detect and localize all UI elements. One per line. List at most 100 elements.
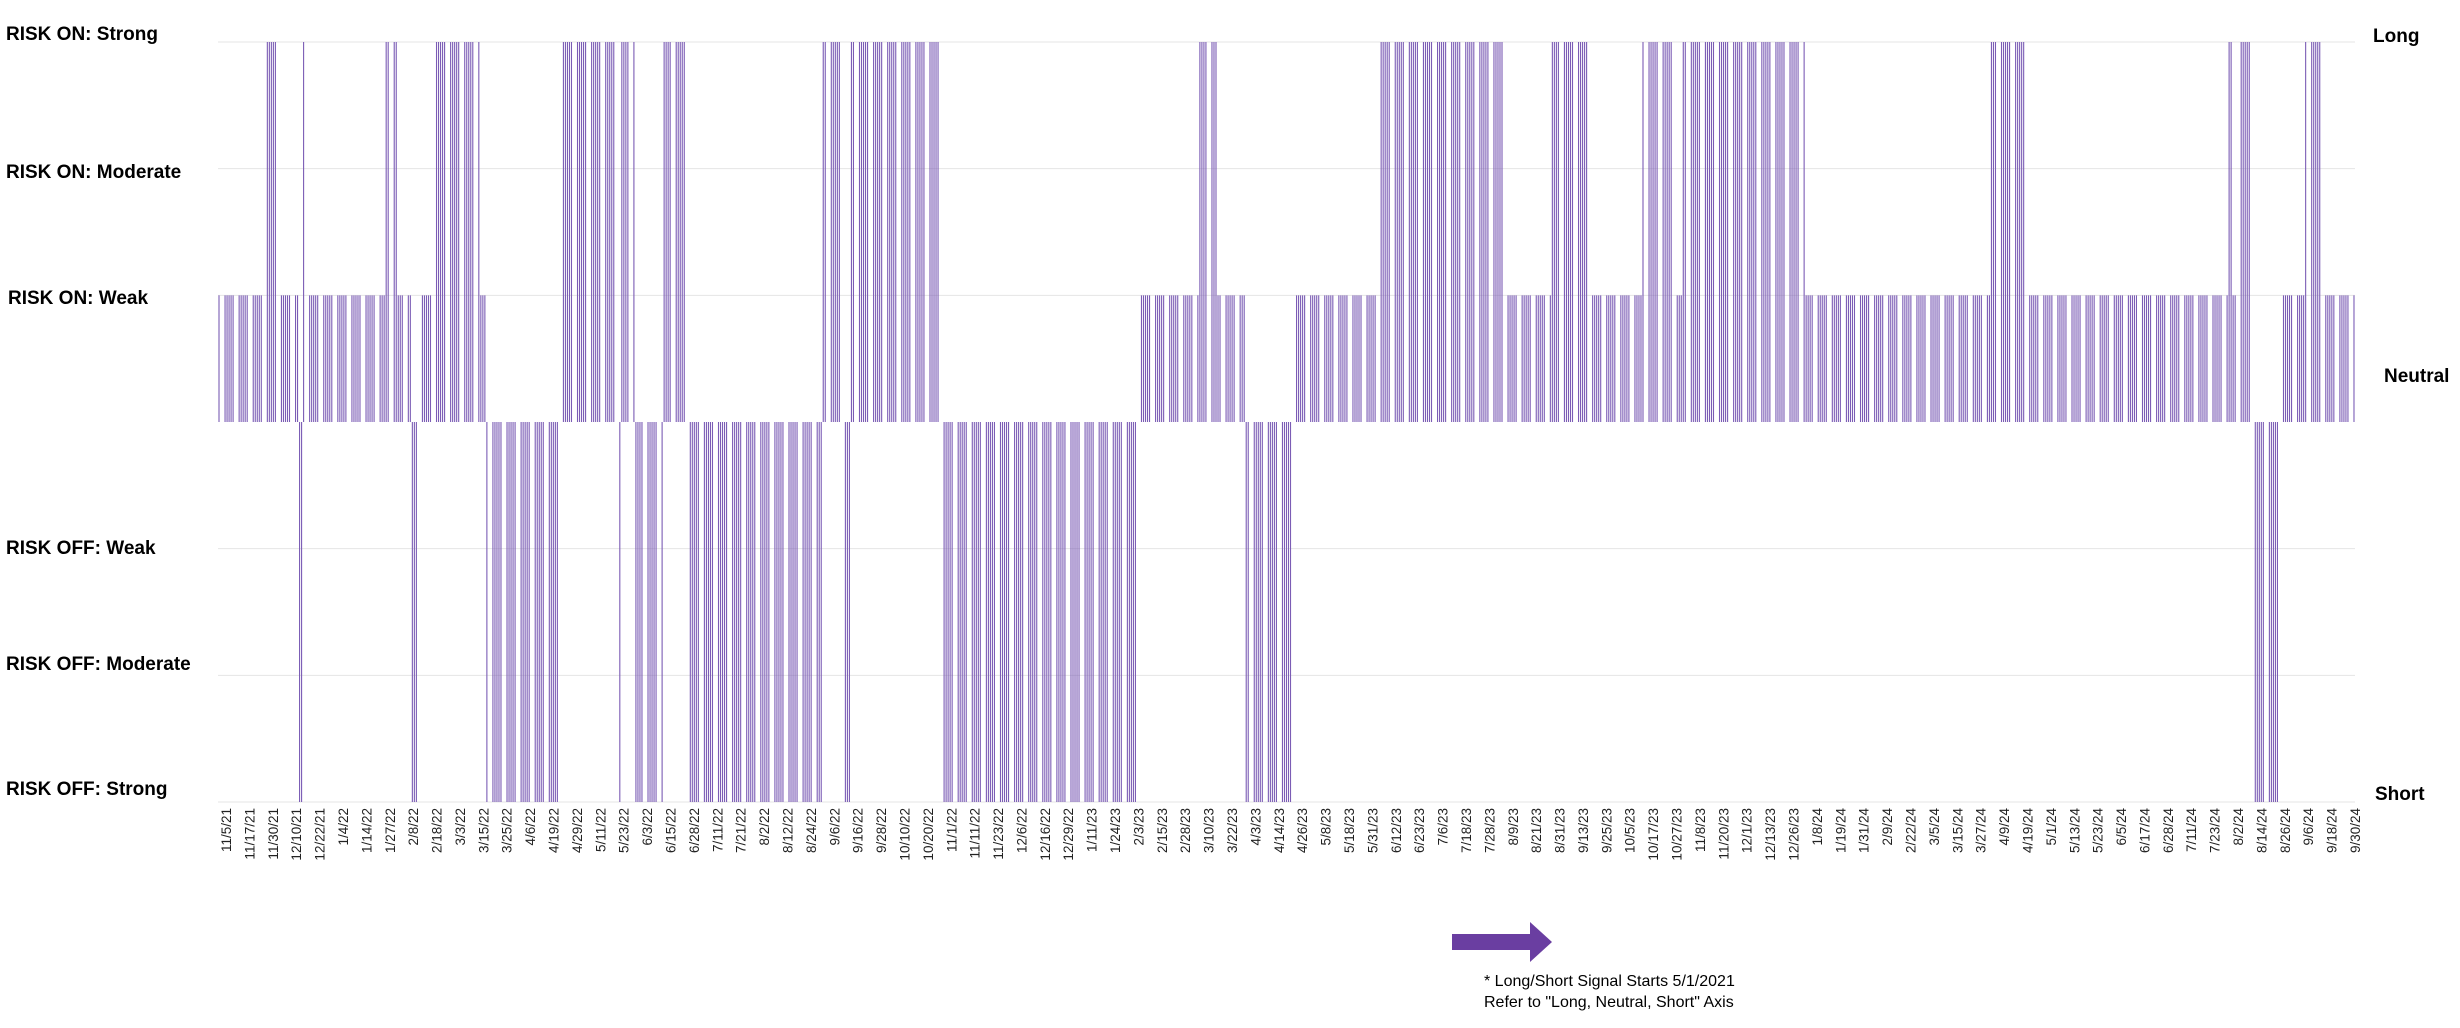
x-tick-label: 9/28/22 (874, 808, 889, 853)
y-label-risk-off-strong: RISK OFF: Strong (6, 779, 167, 800)
x-tick-label: 12/26/23 (1787, 808, 1802, 861)
x-tick-label: 7/23/24 (2208, 808, 2223, 854)
signal-segment (1551, 42, 1588, 422)
right-label-neutral: Neutral (2384, 366, 2449, 387)
signal-segment (822, 42, 840, 422)
x-tick-label: 7/28/23 (1482, 808, 1497, 853)
x-tick-label: 11/1/22 (944, 808, 959, 852)
signal-segment (421, 295, 432, 422)
x-tick-label: 4/9/24 (1997, 808, 2012, 846)
x-tick-label: 5/18/23 (1342, 808, 1357, 853)
x-tick-label: 5/13/24 (2067, 808, 2082, 854)
x-tick-label: 5/23/24 (2091, 808, 2106, 854)
x-tick-label: 11/17/21 (242, 808, 257, 860)
signal-segment (2228, 42, 2232, 422)
x-tick-label: 6/28/24 (2161, 808, 2176, 854)
x-tick-label: 4/26/23 (1295, 808, 1310, 853)
signal-segment (1805, 295, 1990, 422)
x-tick-label: 6/28/22 (687, 808, 702, 853)
signal-segment (1380, 42, 1503, 422)
x-tick-label: 10/27/23 (1670, 808, 1685, 861)
x-tick-label: 8/12/22 (780, 808, 795, 853)
x-tick-label: 8/26/24 (2278, 808, 2293, 854)
signal-segment (411, 422, 417, 802)
x-tick-label: 11/30/21 (266, 808, 281, 860)
x-tick-label: 5/1/24 (2044, 808, 2059, 846)
y-label-risk-on-moderate: RISK ON: Moderate (6, 162, 181, 183)
x-tick-label: 7/11/24 (2184, 808, 2199, 853)
x-tick-label: 11/5/21 (219, 808, 234, 852)
x-tick-label: 12/6/22 (1014, 808, 1029, 853)
signal-segment (943, 422, 1136, 802)
x-tick-label: 5/11/22 (593, 808, 608, 852)
x-tick-label: 1/27/22 (383, 808, 398, 853)
signal-segment (621, 42, 635, 422)
x-tick-label: 4/29/22 (570, 808, 585, 853)
x-tick-label: 8/2/24 (2231, 808, 2246, 846)
x-tick-label: 7/21/22 (734, 808, 749, 853)
signal-segment (1990, 42, 2025, 422)
signal-segment (850, 42, 939, 422)
x-tick-label: 10/20/22 (921, 808, 936, 861)
x-tick-label: 9/6/22 (827, 808, 842, 846)
x-tick-label: 6/5/24 (2114, 808, 2129, 846)
signal-segment (2254, 422, 2278, 802)
signal-segment (2325, 295, 2355, 422)
signal-segment (385, 42, 397, 422)
note-axis-reference: Refer to "Long, Neutral, Short" Axis (1484, 994, 1734, 1011)
signal-segment (309, 295, 385, 422)
x-tick-label: 5/23/22 (617, 808, 632, 853)
x-tick-label: 1/8/24 (1810, 808, 1825, 846)
signal-segment (1507, 295, 1551, 422)
signal-segment (2029, 295, 2228, 422)
signal-segment (486, 422, 558, 802)
right-arrow-icon (1452, 922, 1552, 962)
x-tick-label: 2/9/24 (1880, 808, 1895, 846)
signal-segment (2305, 42, 2321, 422)
signal-segment (844, 422, 850, 802)
x-tick-label: 12/1/23 (1740, 808, 1755, 853)
x-tick-label: 12/10/21 (289, 808, 304, 861)
x-tick-label: 12/22/21 (313, 808, 328, 861)
signal-segment (635, 422, 663, 802)
signal-segment (280, 295, 299, 422)
signal-segment (218, 295, 262, 422)
x-tick-label: 11/11/22 (968, 808, 983, 859)
x-tick-label: 2/8/22 (406, 808, 421, 846)
signal-segment (1592, 295, 1642, 422)
x-tick-label: 8/31/23 (1553, 808, 1568, 853)
signal-segment (1682, 42, 1805, 422)
x-tick-label: 10/17/23 (1646, 808, 1661, 861)
x-tick-label: 10/10/22 (897, 808, 912, 861)
y-label-risk-on-weak: RISK ON: Weak (8, 288, 149, 309)
signal-segment (663, 42, 685, 422)
x-tick-label: 3/22/23 (1225, 808, 1240, 853)
signal-segment (1217, 295, 1245, 422)
x-tick-label: 6/12/23 (1389, 808, 1404, 853)
x-tick-label: 11/8/23 (1693, 808, 1708, 852)
signal-segment (1642, 42, 1672, 422)
x-tick-label: 8/24/22 (804, 808, 819, 853)
y-label-risk-off-moderate: RISK OFF: Moderate (6, 654, 191, 675)
x-tick-label: 4/6/22 (523, 808, 538, 846)
y-label-risk-off-weak: RISK OFF: Weak (6, 538, 156, 559)
x-tick-label: 12/16/22 (1038, 808, 1053, 861)
x-tick-label: 1/14/22 (359, 808, 374, 853)
signal-segment (397, 295, 411, 422)
x-tick-label: 1/31/24 (1857, 808, 1872, 854)
x-tick-label: 1/4/22 (336, 808, 351, 846)
signal-segment (1140, 295, 1199, 422)
x-tick-label: 6/15/22 (664, 808, 679, 853)
signal-segment (1245, 422, 1292, 802)
signal-segment (1296, 295, 1376, 422)
x-tick-label: 7/11/22 (710, 808, 725, 852)
right-label-short: Short (2375, 784, 2425, 805)
x-tick-label: 3/5/24 (1927, 808, 1942, 846)
x-tick-label: 9/18/24 (2325, 808, 2340, 854)
x-tick-label: 2/22/24 (1903, 808, 1918, 854)
x-tick-label: 8/21/23 (1529, 808, 1544, 853)
x-tick-label: 9/13/23 (1576, 808, 1591, 853)
x-tick-label: 6/17/24 (2137, 808, 2152, 854)
x-tick-label: 8/2/22 (757, 808, 772, 846)
